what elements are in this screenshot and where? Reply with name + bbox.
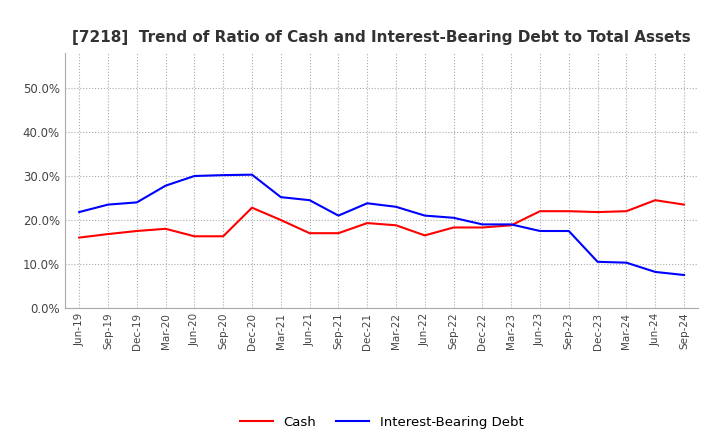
Cash	[276, 217, 285, 223]
Interest-Bearing Debt	[132, 200, 141, 205]
Interest-Bearing Debt	[478, 222, 487, 227]
Line: Interest-Bearing Debt: Interest-Bearing Debt	[79, 175, 684, 275]
Interest-Bearing Debt	[161, 183, 170, 188]
Interest-Bearing Debt	[536, 228, 544, 234]
Cash	[651, 198, 660, 203]
Interest-Bearing Debt	[392, 204, 400, 209]
Cash	[478, 225, 487, 230]
Interest-Bearing Debt	[622, 260, 631, 265]
Cash	[449, 225, 458, 230]
Cash	[507, 223, 516, 228]
Interest-Bearing Debt	[449, 215, 458, 220]
Cash	[75, 235, 84, 240]
Interest-Bearing Debt	[305, 198, 314, 203]
Interest-Bearing Debt	[651, 269, 660, 275]
Cash	[536, 209, 544, 214]
Cash	[593, 209, 602, 215]
Cash	[334, 231, 343, 236]
Cash	[132, 228, 141, 234]
Cash	[190, 234, 199, 239]
Cash	[161, 226, 170, 231]
Interest-Bearing Debt	[75, 209, 84, 215]
Cash	[392, 223, 400, 228]
Cash	[104, 231, 112, 237]
Interest-Bearing Debt	[363, 201, 372, 206]
Cash	[305, 231, 314, 236]
Line: Cash: Cash	[79, 200, 684, 238]
Cash	[680, 202, 688, 207]
Interest-Bearing Debt	[334, 213, 343, 218]
Title: [7218]  Trend of Ratio of Cash and Interest-Bearing Debt to Total Assets: [7218] Trend of Ratio of Cash and Intere…	[72, 29, 691, 45]
Interest-Bearing Debt	[219, 172, 228, 178]
Cash	[622, 209, 631, 214]
Interest-Bearing Debt	[248, 172, 256, 177]
Interest-Bearing Debt	[420, 213, 429, 218]
Cash	[564, 209, 573, 214]
Interest-Bearing Debt	[593, 259, 602, 264]
Interest-Bearing Debt	[276, 194, 285, 200]
Interest-Bearing Debt	[190, 173, 199, 179]
Cash	[248, 205, 256, 210]
Legend: Cash, Interest-Bearing Debt: Cash, Interest-Bearing Debt	[235, 411, 528, 434]
Interest-Bearing Debt	[564, 228, 573, 234]
Cash	[219, 234, 228, 239]
Interest-Bearing Debt	[104, 202, 112, 207]
Cash	[363, 220, 372, 226]
Interest-Bearing Debt	[507, 222, 516, 227]
Cash	[420, 233, 429, 238]
Interest-Bearing Debt	[680, 272, 688, 278]
